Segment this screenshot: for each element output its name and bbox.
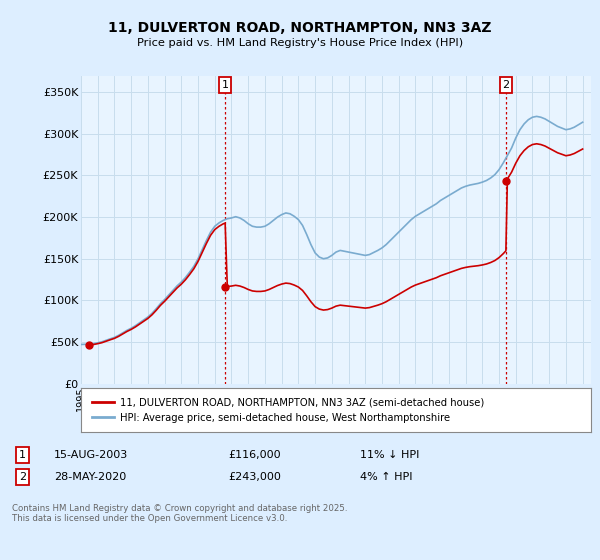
Text: 4% ↑ HPI: 4% ↑ HPI [360, 472, 413, 482]
Text: 15-AUG-2003: 15-AUG-2003 [54, 450, 128, 460]
Text: £243,000: £243,000 [228, 472, 281, 482]
Text: Contains HM Land Registry data © Crown copyright and database right 2025.
This d: Contains HM Land Registry data © Crown c… [12, 504, 347, 524]
Text: £116,000: £116,000 [228, 450, 281, 460]
Text: 11, DULVERTON ROAD, NORTHAMPTON, NN3 3AZ: 11, DULVERTON ROAD, NORTHAMPTON, NN3 3AZ [108, 21, 492, 35]
Legend: 11, DULVERTON ROAD, NORTHAMPTON, NN3 3AZ (semi-detached house), HPI: Average pri: 11, DULVERTON ROAD, NORTHAMPTON, NN3 3AZ… [86, 391, 490, 428]
Text: 28-MAY-2020: 28-MAY-2020 [54, 472, 126, 482]
Text: 1: 1 [221, 80, 229, 90]
Text: 11% ↓ HPI: 11% ↓ HPI [360, 450, 419, 460]
Text: 2: 2 [19, 472, 26, 482]
Text: 2: 2 [502, 80, 509, 90]
Text: Price paid vs. HM Land Registry's House Price Index (HPI): Price paid vs. HM Land Registry's House … [137, 38, 463, 48]
Text: 1: 1 [19, 450, 26, 460]
